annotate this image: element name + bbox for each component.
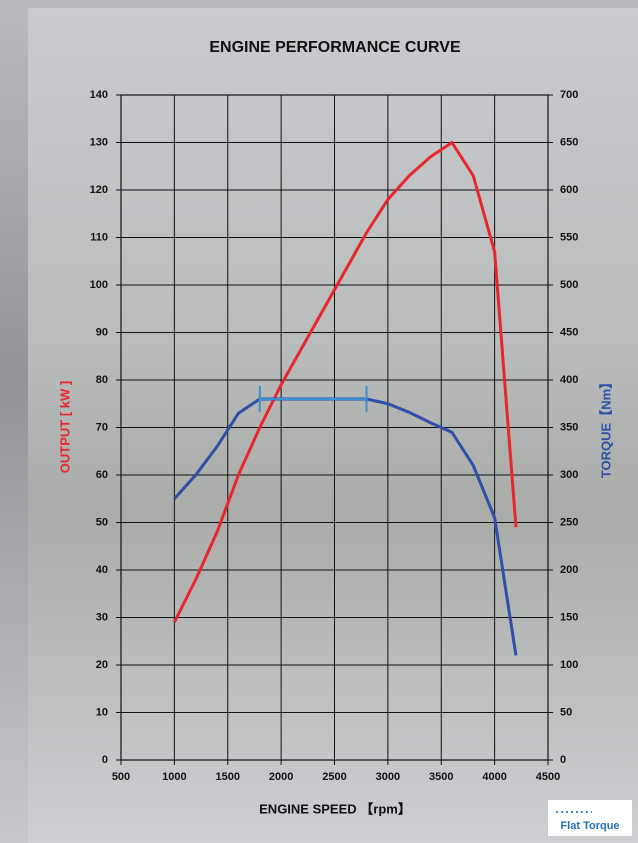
x-axis-label: ENGINE SPEED 【rpm】 — [259, 801, 411, 816]
series-line — [173, 141, 518, 623]
y-tick-label: 20 — [96, 659, 108, 671]
y-tick-label: 30 — [96, 611, 108, 623]
y-tick-label: 80 — [96, 374, 108, 386]
x-tick-label: 2000 — [269, 771, 293, 783]
y2-tick-label: 600 — [560, 184, 578, 196]
y2-tick-label: 350 — [560, 421, 578, 433]
x-tick-label: 1500 — [216, 771, 240, 783]
y2-tick-label: 100 — [560, 659, 578, 671]
legend-box — [548, 800, 632, 836]
x-tick-label: 2500 — [322, 771, 346, 783]
y2-tick-label: 400 — [560, 374, 578, 386]
y2-tick-label: 150 — [560, 611, 578, 623]
x-tick-label: 500 — [112, 771, 130, 783]
plot-frame — [120, 94, 549, 761]
y-tick-label: 140 — [90, 89, 108, 101]
y-tick-label: 100 — [90, 279, 108, 291]
x-tick-label: 1000 — [162, 771, 186, 783]
y-tick-label: 70 — [96, 421, 108, 433]
y2-tick-label: 500 — [560, 279, 578, 291]
y2-tick-label: 0 — [560, 754, 566, 766]
y-tick-label: 120 — [90, 184, 108, 196]
y2-tick-label: 550 — [560, 231, 578, 243]
y2-axis-label: TORQUE【Nm】 — [598, 376, 613, 478]
chart-title: ENGINE PERFORMANCE CURVE — [209, 39, 461, 56]
y-tick-label: 50 — [96, 516, 108, 528]
legend-label: Flat Torque — [560, 820, 619, 832]
y-tick-label: 10 — [96, 706, 108, 718]
y2-tick-label: 450 — [560, 326, 578, 338]
y2-tick-label: 650 — [560, 136, 578, 148]
y-tick-label: 130 — [90, 136, 108, 148]
panel — [28, 8, 638, 843]
y-tick-label: 110 — [90, 231, 108, 243]
y2-tick-label: 200 — [560, 564, 578, 576]
y-tick-label: 60 — [96, 469, 108, 481]
y-tick-label: 40 — [96, 564, 108, 576]
y-tick-label: 90 — [96, 326, 108, 338]
y2-tick-label: 50 — [560, 706, 572, 718]
x-tick-label: 3000 — [376, 771, 400, 783]
x-tick-label: 4000 — [482, 771, 506, 783]
y-axis-label: OUTPUT [ kW ] — [57, 381, 72, 473]
y-tick-label: 0 — [102, 754, 108, 766]
x-tick-label: 4500 — [536, 771, 560, 783]
y2-tick-label: 700 — [560, 89, 578, 101]
x-tick-label: 3500 — [429, 771, 453, 783]
y2-tick-label: 300 — [560, 469, 578, 481]
y2-tick-label: 250 — [560, 516, 578, 528]
